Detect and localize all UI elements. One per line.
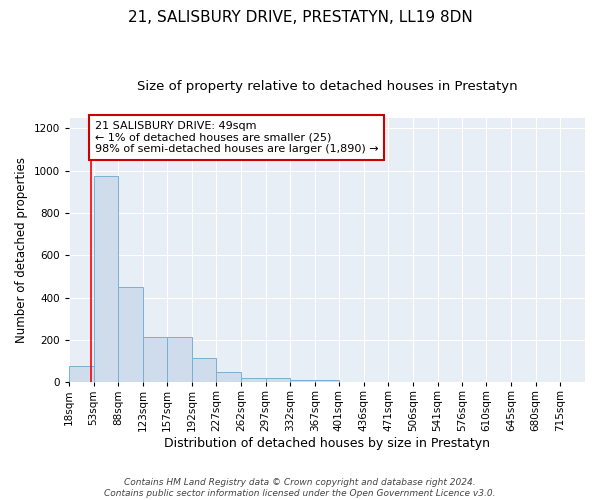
Bar [118,287,143,382]
Bar [69,366,94,382]
Text: 21 SALISBURY DRIVE: 49sqm
← 1% of detached houses are smaller (25)
98% of semi-d: 21 SALISBURY DRIVE: 49sqm ← 1% of detach… [95,121,379,154]
Bar [290,380,315,382]
Text: 21, SALISBURY DRIVE, PRESTATYN, LL19 8DN: 21, SALISBURY DRIVE, PRESTATYN, LL19 8DN [128,10,472,25]
Bar [143,337,167,382]
Bar [216,372,241,382]
Bar [266,378,290,382]
Bar [191,358,216,382]
Title: Size of property relative to detached houses in Prestatyn: Size of property relative to detached ho… [137,80,517,93]
X-axis label: Distribution of detached houses by size in Prestatyn: Distribution of detached houses by size … [164,437,490,450]
Y-axis label: Number of detached properties: Number of detached properties [15,157,28,343]
Bar [167,337,191,382]
Bar [241,378,266,382]
Bar [94,176,118,382]
Bar [315,380,339,382]
Text: Contains HM Land Registry data © Crown copyright and database right 2024.
Contai: Contains HM Land Registry data © Crown c… [104,478,496,498]
